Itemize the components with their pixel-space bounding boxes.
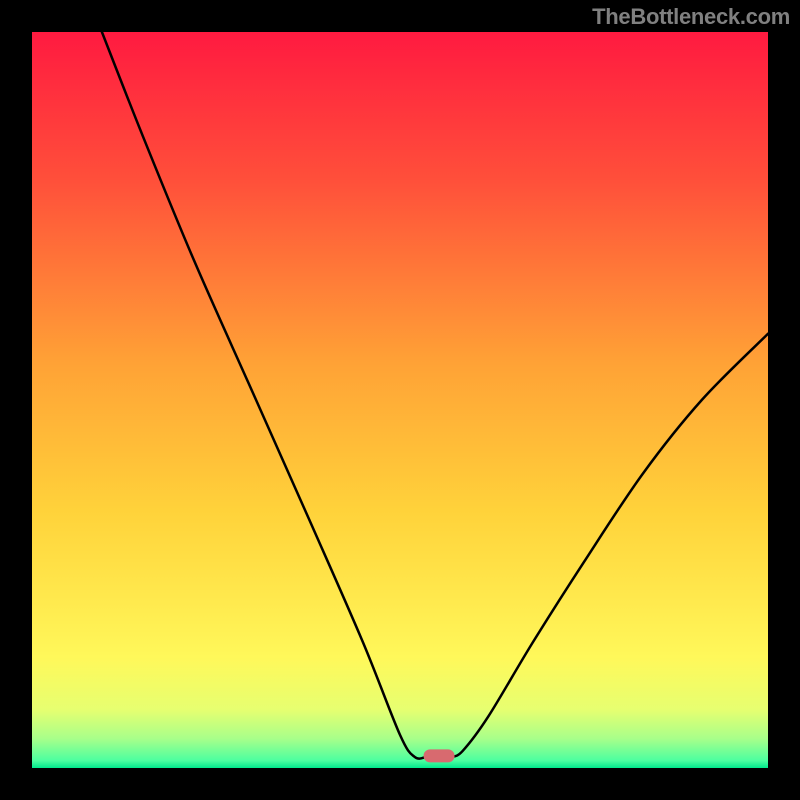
plot-area xyxy=(32,32,768,768)
optimum-marker xyxy=(424,750,455,763)
bottleneck-curve xyxy=(102,32,768,759)
watermark-text: TheBottleneck.com xyxy=(592,4,790,30)
curve-svg xyxy=(32,32,768,768)
chart-frame: TheBottleneck.com xyxy=(0,0,800,800)
